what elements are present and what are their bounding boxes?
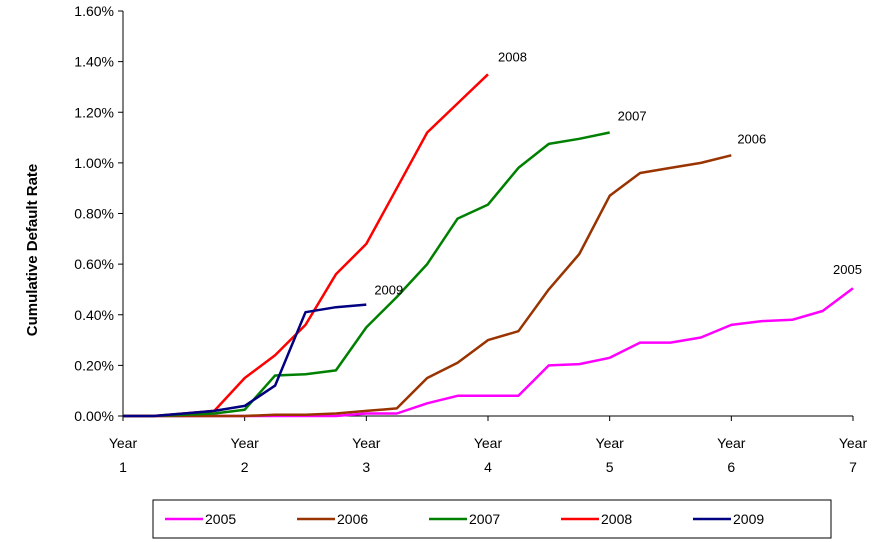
series-end-label-2005: 2005: [833, 262, 862, 277]
x-tick-label: 1: [119, 459, 127, 475]
y-tick-label: 0.80%: [74, 206, 114, 222]
y-tick-label: 0.20%: [74, 357, 114, 373]
legend-label-2006: 2006: [337, 511, 368, 527]
x-tick-label: Year: [474, 435, 503, 451]
x-tick-label: Year: [231, 435, 260, 451]
x-tick-label: 3: [362, 459, 370, 475]
x-tick-label: 4: [484, 459, 492, 475]
y-axis-title: Cumulative Default Rate: [24, 164, 41, 337]
y-tick-label: 1.60%: [74, 3, 114, 19]
series-line-2006: [123, 154, 732, 418]
x-tick-label: 5: [606, 459, 614, 475]
x-tick-label: Year: [352, 435, 381, 451]
legend-label-2005: 2005: [205, 511, 236, 527]
y-tick-label: 0.40%: [74, 307, 114, 323]
legend-label-2009: 2009: [733, 511, 764, 527]
x-tick-label: 7: [849, 459, 857, 475]
x-tick-label: Year: [717, 435, 746, 451]
x-tick-label: Year: [839, 435, 868, 451]
series-end-label-2006: 2006: [737, 131, 766, 146]
y-tick-label: 1.20%: [74, 104, 114, 120]
legend-label-2008: 2008: [601, 511, 632, 527]
series-end-label-2008: 2008: [498, 49, 527, 64]
y-tick-label: 1.00%: [74, 155, 114, 171]
series-end-label-2007: 2007: [618, 109, 647, 124]
x-tick-label: Year: [596, 435, 625, 451]
y-tick-label: 0.60%: [74, 256, 114, 272]
series-line-2007: [123, 131, 610, 418]
series-line-2008: [123, 73, 489, 418]
x-tick-label: 6: [727, 459, 735, 475]
series-line-2005: [123, 287, 854, 418]
x-tick-label: 2: [241, 459, 249, 475]
legend: 2005 2006 2007 2008 2009: [152, 499, 832, 539]
legend-label-2007: 2007: [469, 511, 500, 527]
y-tick-label: 0.00%: [74, 408, 114, 424]
series-end-label-2009: 2009: [374, 283, 403, 298]
y-tick-label: 1.40%: [74, 54, 114, 70]
x-tick-label: Year: [109, 435, 138, 451]
series-line-2009: [123, 303, 367, 418]
